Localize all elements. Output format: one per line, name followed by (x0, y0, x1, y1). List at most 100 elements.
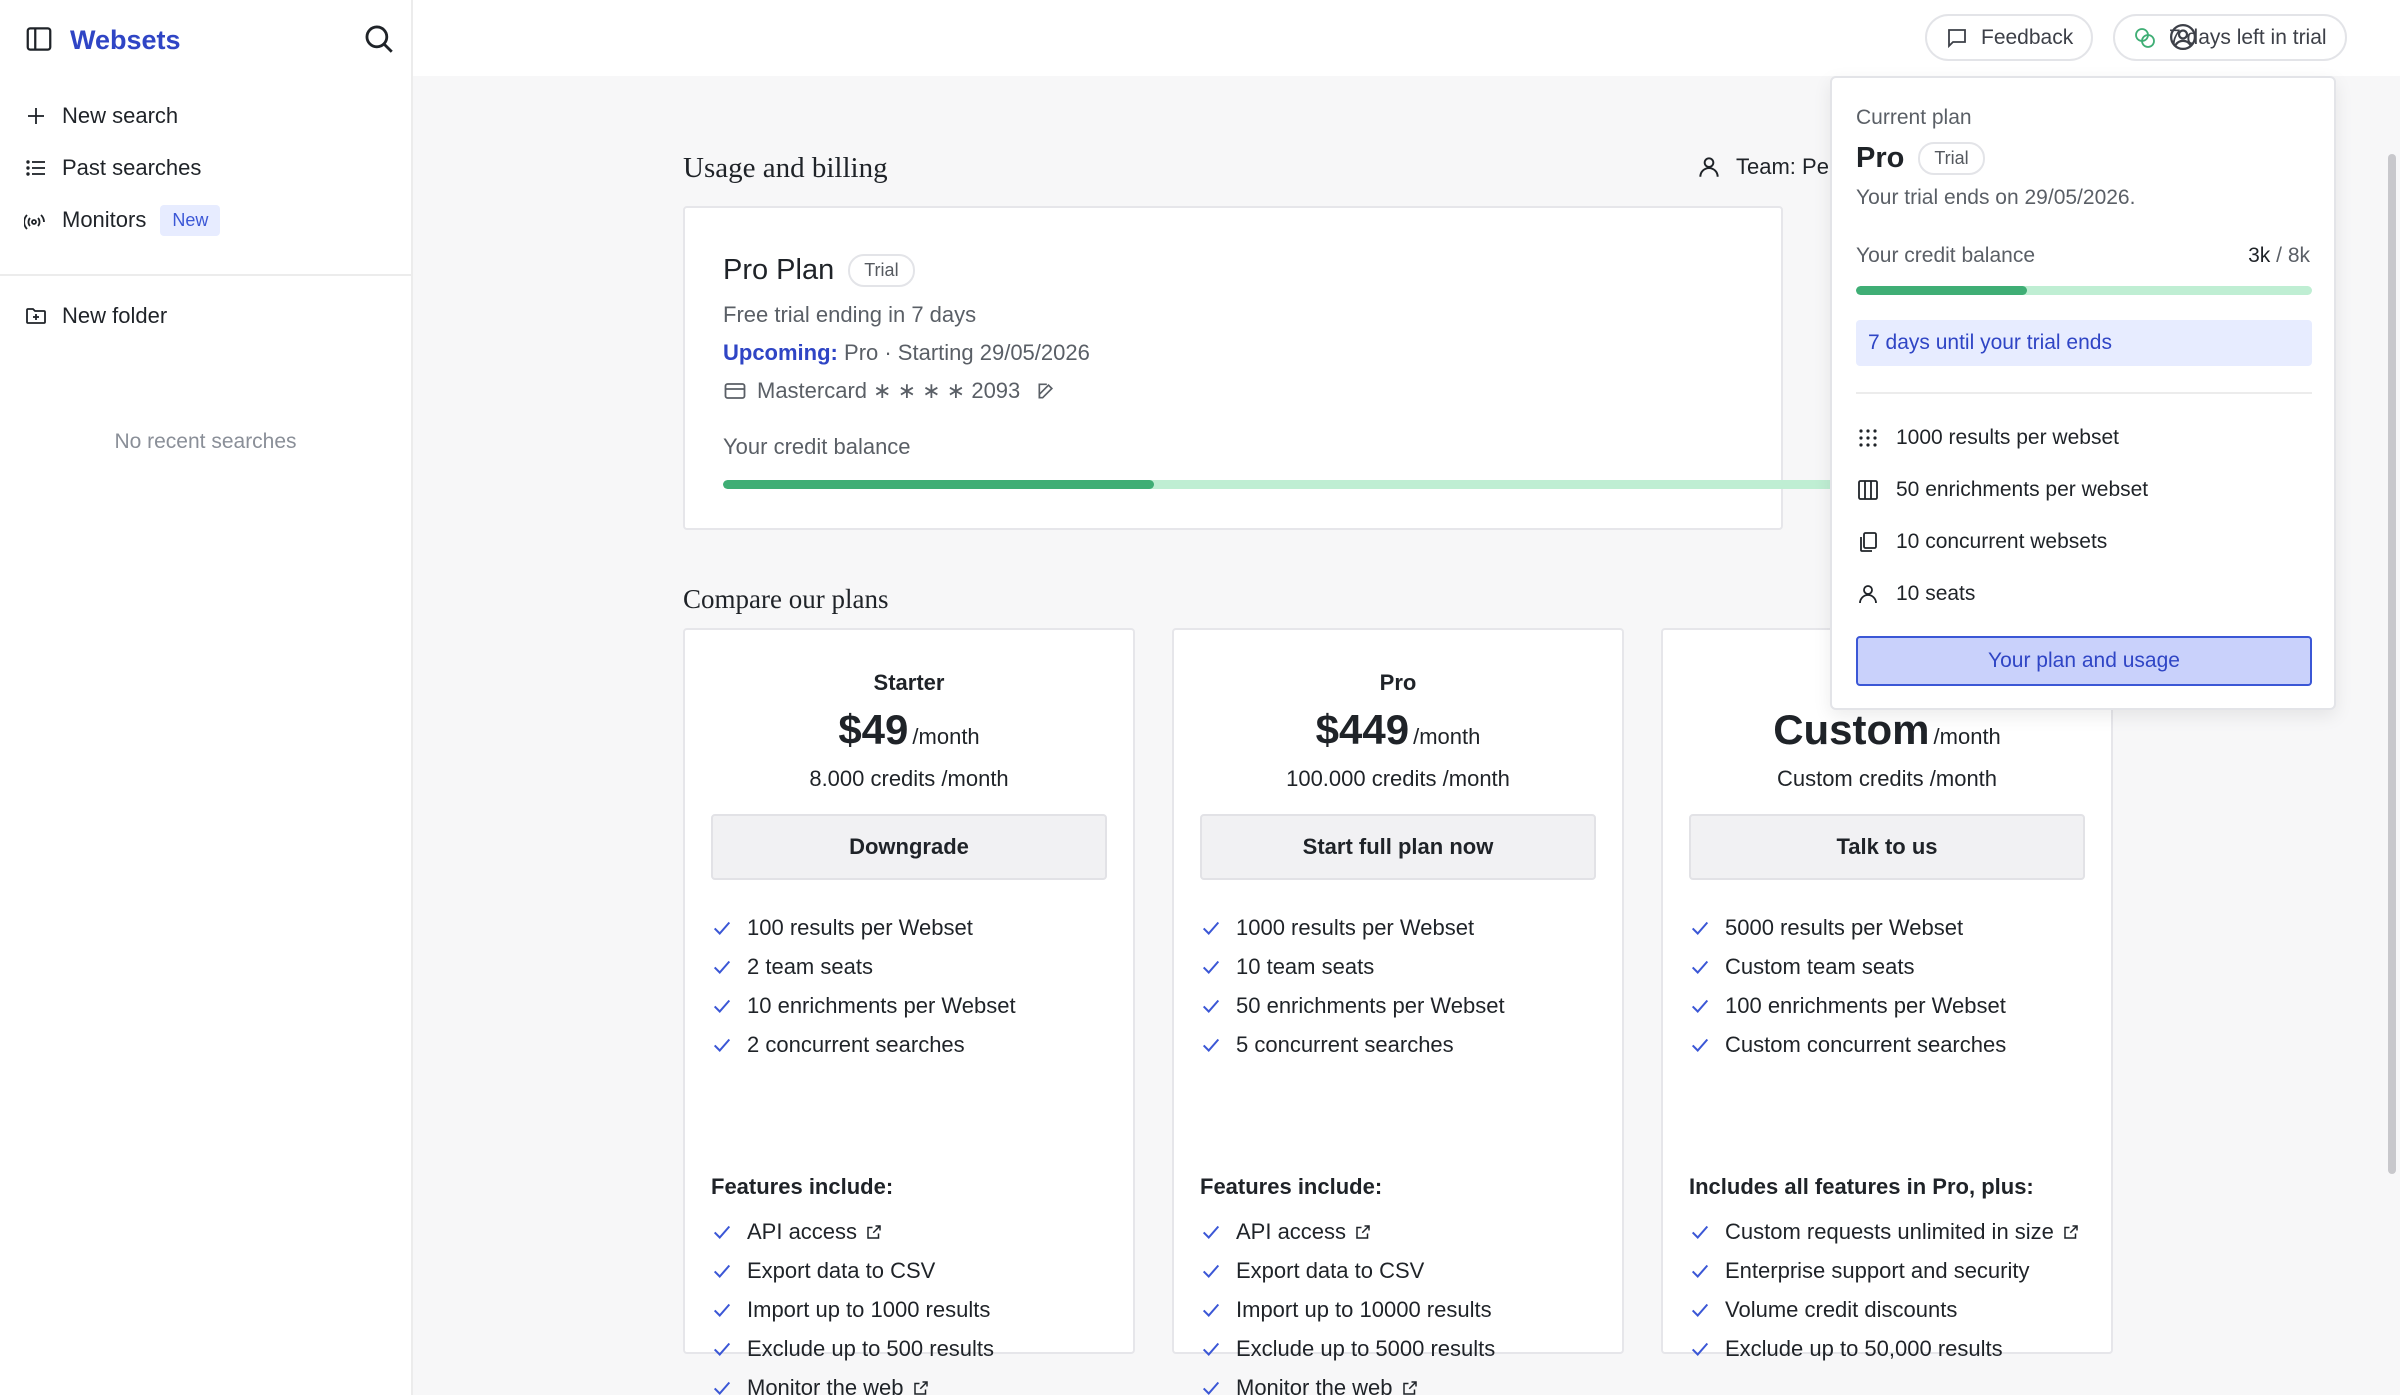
popover-feature-label: 1000 results per webset (1896, 426, 2119, 449)
price-amount: $449 (1315, 706, 1410, 753)
list-item-label: 10 enrichments per Webset (747, 992, 1016, 1018)
check-icon (1202, 999, 1220, 1013)
plan-credits: 100.000 credits /month (1286, 766, 1510, 791)
pricing-card-starter: Starter $49/month 8.000 credits /month Down… (683, 628, 1135, 1395)
list-item-label: 2 team seats (747, 953, 873, 979)
features-heading: Features include: (711, 1174, 894, 1199)
external-link-icon[interactable] (865, 1223, 883, 1241)
list-item: 5000 results per Webset (1689, 908, 2091, 947)
plan-name: Starter (873, 670, 945, 695)
list-item: Import up to 1000 results (711, 1290, 1113, 1329)
sidebar-item-label: Monitors (62, 207, 147, 232)
list-item[interactable]: Monitor the web (1200, 1368, 1602, 1395)
check-icon (713, 960, 731, 974)
list-item: 50 enrichments per Webset (1200, 986, 1602, 1025)
list-item[interactable]: API access (1200, 1212, 1602, 1251)
popover-credit-progress-bar (1856, 286, 2312, 295)
scrollbar[interactable] (2388, 154, 2396, 1174)
check-icon (713, 1038, 731, 1052)
sidebar-divider (0, 274, 411, 276)
external-link-icon[interactable] (1401, 1379, 1419, 1395)
plan-price: $49/month (685, 706, 1133, 754)
credit-progress-fill (723, 480, 1155, 489)
monitor-signal-icon (24, 214, 45, 230)
grid-dots-icon (1859, 429, 1877, 447)
sidebar-toggle-icon[interactable] (24, 24, 54, 54)
team-selector[interactable]: Team: Per (1696, 154, 1836, 180)
list-item-label: Export data to CSV (1236, 1257, 1425, 1283)
list-item-label: Custom requests unlimited in size (1725, 1218, 2054, 1244)
list-item-label: Monitor the web (747, 1374, 904, 1395)
sidebar-item-label: Past searches (62, 155, 202, 180)
list-item-label: Volume credit discounts (1725, 1296, 1958, 1322)
plan-action-button[interactable]: Start full plan now (1200, 814, 1596, 880)
plan-credits: Custom credits /month (1776, 766, 1998, 791)
list-item[interactable]: API access (711, 1212, 1113, 1251)
check-icon (1691, 1038, 1709, 1052)
credit-total: 8k (2287, 244, 2310, 267)
check-icon (1202, 1225, 1220, 1239)
trial-end-date: Your trial ends on 29/05/2026. (1856, 186, 2136, 209)
sidebar-header: Websets (24, 20, 396, 60)
list-item[interactable]: Custom requests unlimited in size (1689, 1212, 2091, 1251)
pricing-card-pro: Pro $449/month 100.000 credits /month Start… (1172, 628, 1624, 1395)
search-icon[interactable] (362, 22, 396, 56)
sidebar-item-new-folder[interactable]: New folder (24, 296, 167, 336)
check-icon (713, 1225, 731, 1239)
brand-title[interactable]: Websets (70, 25, 181, 55)
price-period: /month (1413, 724, 1481, 749)
list-item-label: Custom team seats (1725, 953, 1915, 979)
account-icon[interactable] (2168, 22, 2198, 52)
user-icon (1859, 585, 1877, 604)
popover-feature-label: 10 concurrent websets (1896, 530, 2108, 553)
plan-subtitle: Free trial ending in 7 days (723, 302, 977, 327)
list-item: Volume credit discounts (1689, 1290, 2091, 1329)
plan-limits-list: 100 results per Webset 2 team seats 10 enr… (711, 908, 1113, 1064)
list-item-label: Import up to 1000 results (747, 1296, 991, 1322)
popover-feature-results: 1000 results per webset (1856, 420, 2119, 456)
main-content: Usage and billing Team: Per Pro Plan Tri… (413, 76, 2400, 1395)
plan-action-button[interactable]: Talk to us (1689, 814, 2085, 880)
external-link-icon[interactable] (912, 1379, 930, 1395)
list-item-label: 5 concurrent searches (1236, 1031, 1454, 1057)
check-icon (713, 921, 731, 935)
trial-status-button[interactable]: 7 days left in trial (2113, 14, 2347, 61)
list-item-label: Exclude up to 50,000 results (1725, 1335, 2003, 1361)
coins-icon (2135, 27, 2155, 48)
sidebar-item-new-search[interactable]: New search (24, 96, 178, 136)
list-item: 100 enrichments per Webset (1689, 986, 2091, 1025)
list-item: Exclude up to 50,000 results (1689, 1329, 2091, 1368)
check-icon (1202, 1342, 1220, 1356)
user-icon (1699, 157, 1719, 177)
plan-price: $449/month (1174, 706, 1622, 754)
list-item[interactable]: Monitor the web (711, 1368, 1113, 1395)
list-item: 1000 results per Webset (1200, 908, 1602, 947)
upcoming-label: Upcoming: (723, 340, 838, 365)
popover-credit-progress-fill (1856, 286, 2027, 295)
price-period: /month (1933, 724, 2001, 749)
plan-action-button[interactable]: Downgrade (711, 814, 1107, 880)
sidebar-item-past-searches[interactable]: Past searches (24, 148, 201, 188)
external-link-icon[interactable] (1354, 1223, 1372, 1241)
popover-feature-seats: 10 seats (1856, 576, 1975, 612)
list-item-label: API access (1236, 1218, 1347, 1244)
list-item: Enterprise support and security (1689, 1251, 2091, 1290)
check-icon (1691, 1225, 1709, 1239)
list-item-label: 50 enrichments per Webset (1236, 992, 1505, 1018)
popover-feature-label: 50 enrichments per webset (1896, 478, 2149, 501)
list-item-label: Export data to CSV (747, 1257, 936, 1283)
edit-icon[interactable] (1036, 381, 1056, 401)
list-item-label: Exclude up to 500 results (747, 1335, 995, 1361)
plan-usage-button[interactable]: Your plan and usage (1856, 636, 2312, 686)
list-item-label: Monitor the web (1236, 1374, 1393, 1395)
feedback-button[interactable]: Feedback (1925, 14, 2094, 61)
list-item-label: 5000 results per Webset (1725, 914, 1964, 940)
sidebar-item-label: New search (62, 103, 179, 128)
list-item-label: 2 concurrent searches (747, 1031, 965, 1057)
list-item: Import up to 10000 results (1200, 1290, 1602, 1329)
external-link-icon[interactable] (2062, 1223, 2080, 1241)
sidebar: Websets New search Past searches Monitor… (0, 0, 413, 1395)
price-period: /month (912, 724, 980, 749)
price-amount: Custom (1773, 706, 1930, 753)
sidebar-item-monitors[interactable]: Monitors New (24, 200, 221, 240)
